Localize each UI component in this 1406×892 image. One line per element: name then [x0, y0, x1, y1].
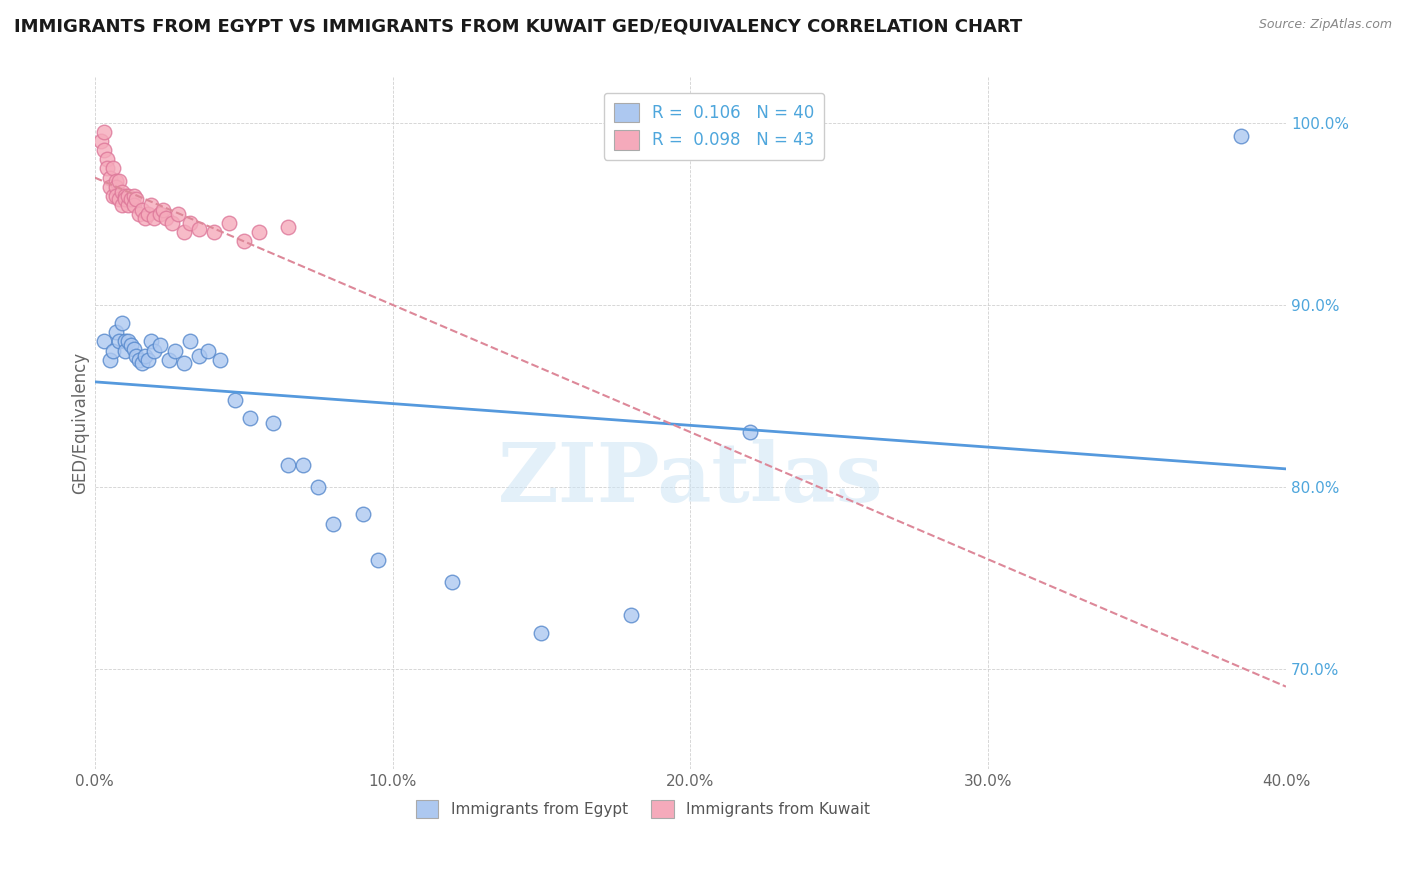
Point: [117, 334, 139, 349]
Point: [120, 193, 142, 207]
Point: [620, 607, 643, 622]
Text: Source: ZipAtlas.com: Source: ZipAtlas.com: [1258, 18, 1392, 31]
Point: [179, 334, 201, 349]
Point: [149, 338, 172, 352]
Point: [125, 349, 148, 363]
Point: [277, 458, 299, 473]
Point: [122, 188, 145, 202]
Point: [160, 216, 183, 230]
Point: [122, 342, 145, 356]
Point: [322, 516, 344, 531]
Point: [128, 207, 150, 221]
Point: [292, 458, 315, 473]
Point: [208, 352, 231, 367]
Point: [98, 352, 121, 367]
Point: [131, 356, 153, 370]
Point: [101, 188, 124, 202]
Point: [134, 349, 156, 363]
Point: [104, 179, 127, 194]
Point: [141, 334, 163, 349]
Point: [110, 316, 132, 330]
Point: [167, 207, 190, 221]
Point: [98, 179, 121, 194]
Point: [131, 203, 153, 218]
Point: [134, 211, 156, 225]
Point: [367, 553, 389, 567]
Point: [107, 193, 129, 207]
Point: [277, 219, 299, 234]
Point: [90, 134, 112, 148]
Point: [143, 211, 166, 225]
Point: [107, 334, 129, 349]
Point: [530, 625, 553, 640]
Point: [138, 352, 160, 367]
Point: [128, 352, 150, 367]
Point: [104, 188, 127, 202]
Text: IMMIGRANTS FROM EGYPT VS IMMIGRANTS FROM KUWAIT GED/EQUIVALENCY CORRELATION CHAR: IMMIGRANTS FROM EGYPT VS IMMIGRANTS FROM…: [14, 18, 1022, 36]
Point: [104, 174, 127, 188]
Point: [114, 193, 136, 207]
Point: [141, 198, 163, 212]
Point: [101, 161, 124, 176]
Point: [138, 207, 160, 221]
Text: ZIPatlas: ZIPatlas: [498, 439, 883, 519]
Point: [202, 225, 225, 239]
Point: [143, 343, 166, 358]
Point: [114, 343, 136, 358]
Point: [96, 161, 118, 176]
Point: [263, 417, 285, 431]
Point: [197, 343, 219, 358]
Point: [122, 198, 145, 212]
Point: [117, 188, 139, 202]
Point: [179, 216, 201, 230]
Legend: Immigrants from Egypt, Immigrants from Kuwait: Immigrants from Egypt, Immigrants from K…: [409, 794, 876, 824]
Point: [188, 221, 211, 235]
Point: [441, 574, 464, 589]
Point: [307, 480, 329, 494]
Point: [110, 198, 132, 212]
Point: [173, 356, 195, 370]
Point: [239, 411, 262, 425]
Point: [96, 153, 118, 167]
Point: [173, 225, 195, 239]
Point: [120, 338, 142, 352]
Point: [155, 211, 177, 225]
Point: [188, 349, 211, 363]
Point: [98, 170, 121, 185]
Point: [93, 125, 115, 139]
Point: [1230, 128, 1253, 143]
Point: [125, 193, 148, 207]
Point: [149, 207, 172, 221]
Point: [738, 425, 761, 440]
Point: [93, 334, 115, 349]
Point: [247, 225, 270, 239]
Point: [152, 203, 174, 218]
Point: [110, 185, 132, 199]
Point: [218, 216, 240, 230]
Point: [114, 334, 136, 349]
Y-axis label: GED/Equivalency: GED/Equivalency: [72, 352, 89, 494]
Point: [104, 326, 127, 340]
Point: [165, 343, 187, 358]
Point: [352, 508, 374, 522]
Point: [107, 174, 129, 188]
Point: [157, 352, 180, 367]
Point: [114, 188, 136, 202]
Point: [101, 343, 124, 358]
Point: [232, 235, 254, 249]
Point: [117, 198, 139, 212]
Point: [93, 143, 115, 157]
Point: [224, 392, 246, 407]
